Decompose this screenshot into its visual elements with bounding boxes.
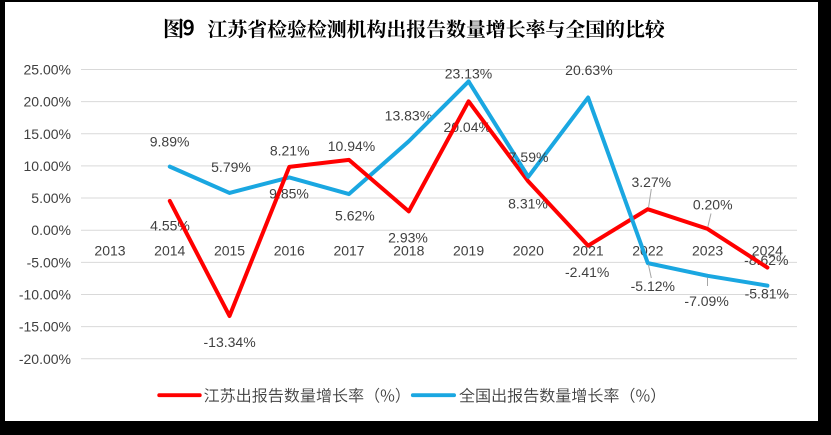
svg-text:13.83%: 13.83% [385,108,432,124]
svg-text:-13.34%: -13.34% [204,334,256,350]
svg-text:25.00%: 25.00% [24,61,71,77]
svg-text:-2.41%: -2.41% [565,264,609,280]
svg-text:2024: 2024 [752,242,783,258]
svg-text:2013: 2013 [94,242,125,258]
svg-text:20.00%: 20.00% [24,94,71,110]
svg-text:2019: 2019 [453,242,484,258]
svg-text:-5.12%: -5.12% [631,278,675,294]
svg-text:2023: 2023 [692,242,723,258]
svg-text:-20.00%: -20.00% [19,351,71,367]
svg-text:5.62%: 5.62% [335,208,375,224]
svg-text:15.00%: 15.00% [24,126,71,142]
svg-text:2018: 2018 [393,242,424,258]
svg-text:0.00%: 0.00% [31,222,71,238]
svg-text:5.00%: 5.00% [31,190,71,206]
svg-text:2020: 2020 [513,242,544,258]
svg-text:9.89%: 9.89% [150,134,190,150]
svg-text:7.59%: 7.59% [509,149,549,165]
svg-text:10.94%: 10.94% [328,138,375,154]
svg-text:3.27%: 3.27% [631,174,671,190]
svg-text:8.21%: 8.21% [270,142,310,158]
svg-text:8.31%: 8.31% [508,196,548,212]
svg-text:23.13%: 23.13% [445,66,492,82]
svg-text:2016: 2016 [274,242,305,258]
svg-text:2017: 2017 [333,242,364,258]
svg-text:5.79%: 5.79% [211,159,251,175]
svg-text:-5.00%: -5.00% [27,254,71,270]
svg-text:2022: 2022 [632,242,663,258]
svg-text:-15.00%: -15.00% [19,319,71,335]
svg-text:-8.62%: -8.62% [744,252,788,268]
svg-text:2.93%: 2.93% [388,229,428,245]
svg-text:2014: 2014 [154,242,185,258]
svg-text:2015: 2015 [214,242,245,258]
svg-text:-10.00%: -10.00% [19,287,71,303]
svg-text:0.20%: 0.20% [693,196,733,212]
svg-text:-7.09%: -7.09% [684,293,728,309]
svg-text:2021: 2021 [573,242,604,258]
svg-text:20.63%: 20.63% [565,62,612,78]
svg-text:10.00%: 10.00% [24,158,71,174]
svg-text:-5.81%: -5.81% [745,286,789,302]
